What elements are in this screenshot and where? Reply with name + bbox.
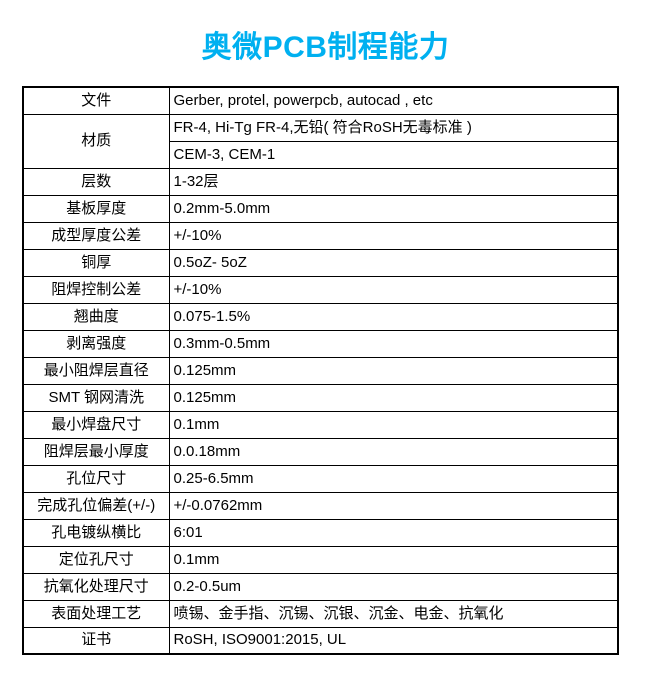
table-row: 最小焊盘尺寸 0.1mm	[22, 410, 619, 439]
row-label: 最小阻焊层直径	[22, 356, 170, 385]
row-value: 0.0.18mm	[168, 437, 619, 466]
row-label: 翘曲度	[22, 302, 170, 331]
table-row: 证书 RoSH, ISO9001:2015, UL	[22, 626, 619, 655]
capability-table: 文件 Gerber, protel, powerpcb, autocad , e…	[22, 86, 619, 655]
row-label: 层数	[22, 167, 170, 196]
row-value: 0.2mm-5.0mm	[168, 194, 619, 223]
table-row: 孔位尺寸 0.25-6.5mm	[22, 464, 619, 493]
table-row: 孔电镀纵横比 6:01	[22, 518, 619, 547]
row-label: 表面处理工艺	[22, 599, 170, 628]
row-label: 抗氧化处理尺寸	[22, 572, 170, 601]
row-value: 0.5oZ- 5oZ	[168, 248, 619, 277]
row-value: RoSH, ISO9001:2015, UL	[168, 626, 619, 655]
row-label: 阻焊控制公差	[22, 275, 170, 304]
table-row: 层数 1-32层	[22, 167, 619, 196]
row-value: +/-10%	[168, 221, 619, 250]
row-label: SMT 钢网清洗	[22, 383, 170, 412]
table-row: SMT 钢网清洗 0.125mm	[22, 383, 619, 412]
row-value: 0.125mm	[168, 356, 619, 385]
table-row: 定位孔尺寸 0.1mm	[22, 545, 619, 574]
page-title: 奥微PCB制程能力	[201, 31, 450, 64]
row-label: 剥离强度	[22, 329, 170, 358]
table-row: CEM-3, CEM-1	[23, 140, 619, 169]
table-row: 翘曲度 0.075-1.5%	[22, 302, 619, 331]
row-value: CEM-3, CEM-1	[168, 140, 619, 169]
row-label: 最小焊盘尺寸	[22, 410, 170, 439]
row-label: 基板厚度	[22, 194, 170, 223]
row-value: 6:01	[168, 518, 619, 547]
table-row: 最小阻焊层直径 0.125mm	[22, 356, 619, 385]
row-value: +/-10%	[168, 275, 619, 304]
row-value: +/-0.0762mm	[168, 491, 619, 520]
row-label: 文件	[22, 86, 170, 115]
row-value: 0.3mm-0.5mm	[168, 329, 619, 358]
row-label: 材质	[22, 113, 170, 169]
row-label: 定位孔尺寸	[22, 545, 170, 574]
row-label: 孔电镀纵横比	[22, 518, 170, 547]
row-value: FR-4, Hi-Tg FR-4,无铅( 符合RoSH无毒标准 )	[168, 113, 619, 142]
row-value: 0.2-0.5um	[168, 572, 619, 601]
row-value: 0.1mm	[168, 410, 619, 439]
table-row: 铜厚 0.5oZ- 5oZ	[22, 248, 619, 277]
row-label: 阻焊层最小厚度	[22, 437, 170, 466]
row-label: 孔位尺寸	[22, 464, 170, 493]
table-row: 抗氧化处理尺寸 0.2-0.5um	[22, 572, 619, 601]
table-row: 剥离强度 0.3mm-0.5mm	[22, 329, 619, 358]
row-value: 0.075-1.5%	[168, 302, 619, 331]
table-row: 阻焊层最小厚度 0.0.18mm	[22, 437, 619, 466]
table-row: 完成孔位偏差(+/-) +/-0.0762mm	[22, 491, 619, 520]
row-value: 0.25-6.5mm	[168, 464, 619, 493]
row-value: 0.1mm	[168, 545, 619, 574]
table-row: 成型厚度公差 +/-10%	[22, 221, 619, 250]
table-row: 基板厚度 0.2mm-5.0mm	[22, 194, 619, 223]
row-value: 1-32层	[168, 167, 619, 196]
row-value: 0.125mm	[168, 383, 619, 412]
row-label: 铜厚	[22, 248, 170, 277]
table-row: 文件 Gerber, protel, powerpcb, autocad , e…	[22, 86, 619, 115]
table-row: 表面处理工艺 喷锡、金手指、沉锡、沉银、沉金、电金、抗氧化	[22, 599, 619, 628]
row-value: Gerber, protel, powerpcb, autocad , etc	[168, 86, 619, 115]
row-label: 完成孔位偏差(+/-)	[22, 491, 170, 520]
table-row: 阻焊控制公差 +/-10%	[22, 275, 619, 304]
table-row: 材质 FR-4, Hi-Tg FR-4,无铅( 符合RoSH无毒标准 )	[22, 113, 619, 169]
row-value: 喷锡、金手指、沉锡、沉银、沉金、电金、抗氧化	[168, 599, 619, 628]
row-label: 证书	[22, 626, 170, 655]
row-label: 成型厚度公差	[22, 221, 170, 250]
